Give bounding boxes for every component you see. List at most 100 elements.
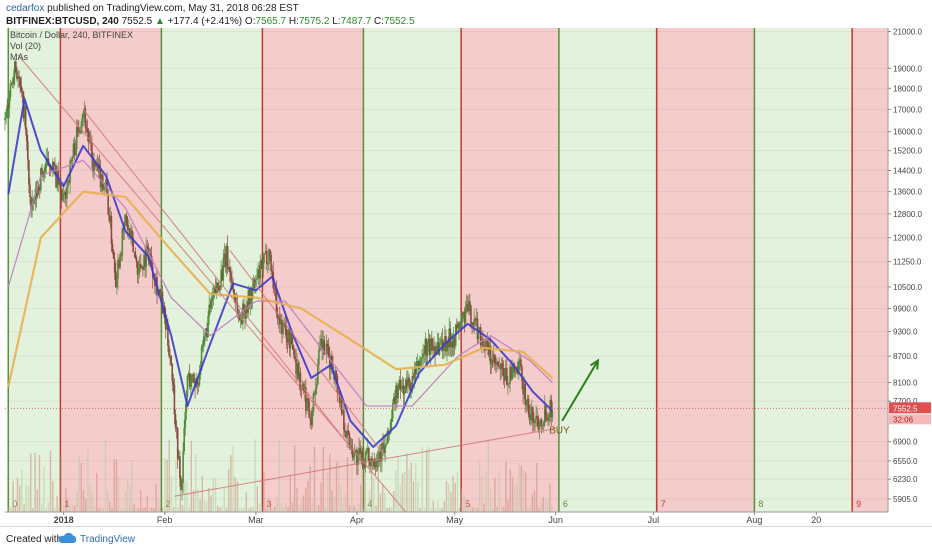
candle-body [395,385,397,404]
candle-body [448,328,451,348]
candle-body [54,165,56,167]
candle-body [535,415,537,420]
cycle-number-label: 0 [12,499,17,509]
volume-bar [107,490,109,512]
candle-body [327,347,330,357]
volume-bar [43,466,45,512]
volume-bar [324,507,327,512]
price-tick-label: 9300.0 [893,328,918,337]
candle-body [25,129,28,142]
candle-body [548,415,550,421]
candle-body [418,361,420,370]
tradingview-brand[interactable]: TradingView [80,534,136,545]
chart-legend: Bitcoin / Dollar, 240, BITFINEX Vol (20)… [10,30,133,63]
candle-body [353,451,356,456]
time-tick-label: Apr [350,515,364,525]
legend-mas[interactable]: MAs [10,52,28,62]
volume-bar [461,489,463,512]
candle-body [167,324,169,346]
candle-body [432,345,434,351]
volume-bar [126,479,129,512]
volume-bar [148,506,151,512]
volume-bar [331,490,333,512]
volume-bar [175,459,177,512]
legend-volume[interactable]: Vol (20) [10,41,42,51]
volume-bar [547,499,549,512]
candle-body [239,319,242,321]
candle-body [281,319,283,334]
candle-body [348,433,351,448]
candle-body [257,269,259,279]
candle-body [60,189,63,201]
candle-body [96,164,99,172]
author-link[interactable]: cedarfox [6,3,45,14]
candle-body [458,322,460,329]
candle-body [400,388,403,390]
low-label: L: [332,16,341,27]
candle-body [525,404,528,406]
candle-body [183,427,186,452]
candle-body [137,268,140,275]
volume-bar [434,507,437,512]
candle-body [82,112,84,119]
volume-bar [225,507,228,512]
candle-body [551,411,554,418]
legend-title[interactable]: Bitcoin / Dollar, 240, BITFINEX [10,30,134,40]
candle-body [485,340,487,351]
last-price-tag [889,402,931,414]
volume-bar [164,458,166,512]
candle-body [307,398,309,401]
volume-bar [32,507,34,512]
volume-bar [23,504,25,512]
volume-bar [481,476,483,512]
volume-bar [298,505,300,512]
candle-body [528,414,531,421]
volume-bar [280,503,283,512]
volume-bar [71,504,74,512]
candle-body [18,75,20,79]
candle-body [79,131,81,133]
candle-body [402,385,405,395]
candle-body [84,108,87,128]
candle-body [434,346,436,356]
price-chart[interactable]: 0123456789BUY5905.06230.06550.06900.0770… [0,28,932,526]
candle-body [68,180,70,183]
candle-body [503,376,506,381]
volume-bar [467,507,470,512]
volume-bar [63,504,65,512]
volume-bar [489,489,492,512]
candle-body [457,322,459,328]
candle-body [424,338,427,354]
candle-body [371,458,373,462]
volume-bar [366,507,368,512]
volume-bar [153,507,155,512]
candle-body [362,461,365,466]
candle-body [442,347,445,351]
candle-body [121,228,124,256]
volume-bar [313,446,316,512]
candle-body [446,341,448,352]
time-tick-label: May [446,515,464,525]
candle-body [265,250,268,264]
candle-body [247,289,250,313]
volume-bar [278,439,280,512]
price-tick-label: 8700.0 [893,352,918,361]
buy-label: BUY [549,426,570,437]
candle-body [7,105,10,109]
time-tick-label: 2018 [54,515,74,525]
candle-body [164,318,167,330]
candle-body [233,289,235,298]
candle-body [38,189,41,191]
candle-body [326,343,329,348]
volume-bar [54,507,56,512]
volume-bar [441,507,443,512]
candle-body [460,321,462,327]
candle-body [30,196,32,210]
volume-bar [344,493,346,512]
candle-body [546,417,548,420]
volume-bar [263,471,265,512]
volume-bar [388,507,390,512]
volume-bar [333,497,335,512]
candle-body [224,253,227,267]
volume-bar [542,497,544,512]
